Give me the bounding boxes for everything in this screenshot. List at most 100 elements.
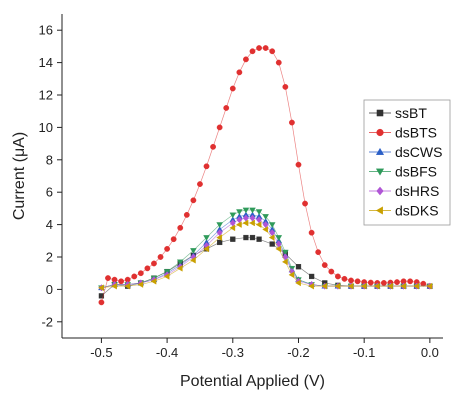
- data-point-ssbt: [308, 273, 315, 280]
- x-axis-title: Potential Applied (V): [180, 373, 325, 390]
- data-point-dsbfs: [275, 235, 283, 241]
- data-point-dsbts: [256, 45, 262, 51]
- legend: ssBT dsBTS dsCWS dsBFS dsHRS dsDKS: [363, 99, 451, 226]
- legend-marker-dsdks: [375, 206, 383, 215]
- data-point-dsdks: [275, 245, 282, 253]
- legend-label-ssbt: ssBT: [395, 105, 427, 121]
- data-point-dsdks: [347, 282, 354, 290]
- data-point-dsdks: [334, 282, 341, 290]
- data-point-dsdks: [400, 282, 406, 290]
- data-point-dsbts: [394, 279, 400, 286]
- data-point-dsbfs: [216, 222, 223, 228]
- data-point-dsbts: [420, 280, 427, 287]
- x-tick-label: -0.3: [222, 345, 244, 360]
- data-point-dsbts: [269, 48, 276, 55]
- data-point-dsbfs: [203, 235, 210, 241]
- data-point-dsbfs: [255, 209, 263, 216]
- x-tick-label: 0.0: [421, 345, 439, 360]
- plot-frame: [61, 14, 443, 339]
- series-dshrs: [98, 214, 433, 292]
- data-point-dsbts: [157, 254, 164, 260]
- series-line-ssbt: [101, 237, 430, 297]
- data-point-dsbts: [328, 268, 335, 275]
- data-point-dsbts: [229, 85, 236, 92]
- data-point-ssbt: [98, 293, 105, 299]
- data-point-dsbts: [334, 273, 341, 280]
- data-point-dsdks: [308, 282, 314, 290]
- data-point-dsdks: [413, 282, 420, 290]
- data-point-ssbt: [217, 239, 223, 246]
- data-point-dsdks: [281, 258, 288, 266]
- x-tick-label: -0.2: [287, 345, 309, 360]
- data-point-dsdks: [203, 245, 209, 253]
- data-point-dsbts: [151, 260, 157, 267]
- data-point-dsbts: [308, 229, 315, 236]
- data-point-dsbts: [216, 124, 223, 131]
- data-point-dsbts: [289, 119, 295, 126]
- data-point-dsbfs: [249, 207, 256, 214]
- data-point-dsbts: [164, 245, 171, 252]
- series-dsbts: [98, 45, 433, 306]
- x-tick-label: -0.5: [90, 345, 112, 360]
- y-axis-title: Current (μA): [11, 132, 28, 220]
- data-point-dsdks: [235, 221, 242, 228]
- data-point-dsbts: [341, 275, 348, 282]
- data-point-dsbts: [223, 105, 230, 111]
- data-point-dsbts: [210, 143, 216, 150]
- data-point-dsdks: [229, 224, 236, 232]
- data-point-dsdks: [124, 282, 131, 290]
- legend-item-ssbt: ssBT: [369, 105, 427, 121]
- data-point-dsbts: [197, 181, 203, 188]
- data-point-dsbts: [118, 278, 125, 285]
- legend-label-dsbfs: dsBFS: [395, 164, 437, 180]
- y-tick-label: 0: [46, 282, 53, 297]
- data-point-dsbts: [407, 278, 414, 285]
- data-point-dsbts: [183, 211, 190, 218]
- x-tick-label: -0.4: [156, 345, 178, 360]
- data-point-dsdks: [163, 273, 170, 280]
- data-point-dsbts: [177, 224, 184, 231]
- data-point-dsbts: [380, 280, 387, 286]
- data-point-dsbts: [354, 278, 361, 285]
- y-tick-label: 6: [46, 185, 53, 200]
- data-point-dsbts: [348, 277, 354, 284]
- data-point-dsbfs: [282, 249, 289, 256]
- data-point-dsdks: [176, 265, 183, 272]
- series-dsdks: [98, 219, 433, 292]
- data-point-dsdks: [321, 282, 328, 290]
- legend-marker-dshrs: [376, 186, 384, 196]
- legend-label-dscws: dsCWS: [395, 144, 442, 160]
- y-tick-label: 14: [39, 55, 53, 70]
- data-point-dsbts: [295, 161, 302, 168]
- legend-box: [363, 99, 451, 226]
- data-point-dsbfs: [262, 214, 269, 220]
- data-point-dsbts: [137, 270, 144, 277]
- legend-label-dshrs: dsHRS: [395, 183, 439, 199]
- data-point-dsbfs: [190, 248, 197, 254]
- data-point-dsbts: [190, 197, 197, 204]
- data-point-dsdks: [111, 282, 117, 290]
- y-tick-label: 4: [46, 217, 53, 232]
- data-point-dsdks: [216, 234, 223, 241]
- x-axis-ticks: -0.5 -0.4 -0.3 -0.2 -0.1 0.0: [90, 338, 439, 360]
- data-point-dsbts: [315, 249, 322, 256]
- data-point-ssbt: [295, 264, 302, 270]
- series-layer: [98, 45, 434, 306]
- data-point-dsbts: [262, 45, 269, 51]
- data-point-dsbts: [236, 69, 243, 76]
- data-point-dsbts: [282, 84, 289, 90]
- y-tick-label: 2: [46, 250, 53, 265]
- data-point-dsdks: [268, 234, 275, 241]
- data-point-dsbts: [105, 275, 111, 281]
- data-point-dsdks: [190, 256, 196, 264]
- data-point-dsbts: [367, 279, 374, 286]
- data-point-dsbts: [144, 265, 151, 272]
- data-point-dsbts: [321, 262, 328, 268]
- data-point-ssbt: [243, 234, 249, 241]
- data-point-dsbts: [275, 59, 282, 66]
- legend-marker-ssbt: [376, 109, 384, 117]
- data-point-dsbfs: [242, 207, 250, 214]
- data-point-dsdks: [262, 226, 268, 233]
- data-point-dsdks: [98, 284, 104, 292]
- y-tick-label: 10: [39, 120, 53, 135]
